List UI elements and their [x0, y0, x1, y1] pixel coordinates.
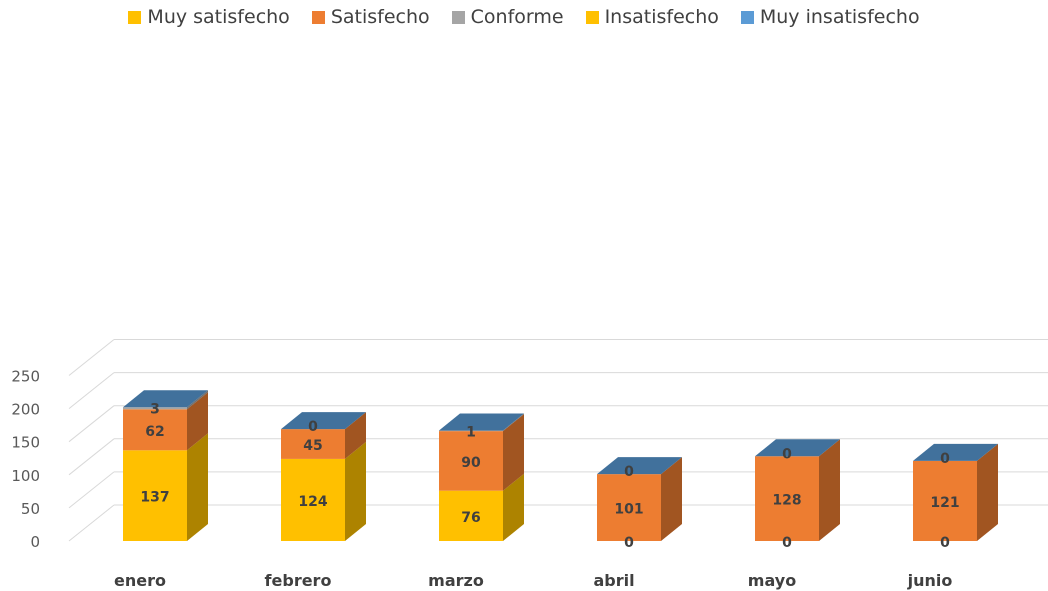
x-tick-label: junio: [907, 571, 953, 590]
bar-top: [281, 412, 366, 430]
bar-segment-side: [187, 433, 208, 541]
bar-top: [597, 457, 682, 475]
y-tick-label: 150: [11, 434, 40, 452]
bar-segment-side: [187, 392, 208, 451]
legend: Muy satisfecho Satisfecho Conforme Insat…: [0, 4, 1048, 30]
legend-item-muy-insatisfecho: Muy insatisfecho: [740, 6, 920, 28]
data-label: 76: [461, 510, 480, 526]
y-tick-label: 0: [30, 533, 40, 551]
gridline-side: [68, 438, 115, 476]
bar-segment-side: [503, 414, 524, 491]
legend-swatch: [585, 10, 599, 24]
legend-label: Conforme: [470, 6, 564, 28]
bar-segment: [597, 474, 661, 541]
bar-segment-side: [819, 439, 840, 541]
data-label: 124: [298, 494, 327, 510]
bar-segment: [123, 450, 187, 541]
legend-swatch: [128, 10, 142, 24]
x-tick-label: marzo: [428, 571, 484, 590]
data-label: 128: [772, 493, 801, 509]
bar-segment: [439, 490, 503, 541]
legend-swatch: [311, 10, 325, 24]
gridline-side: [68, 372, 115, 409]
legend-swatch: [451, 10, 465, 24]
bar-segment: [913, 460, 977, 541]
bar-top: [439, 413, 524, 431]
y-tick-label: 100: [11, 467, 40, 485]
legend-item-conforme: Conforme: [451, 6, 564, 28]
bar-segment-side: [661, 457, 682, 541]
data-label: 0: [782, 446, 792, 462]
gridline-side: [68, 405, 115, 443]
legend-item-satisfecho: Satisfecho: [311, 6, 430, 28]
data-label: 0: [624, 464, 634, 480]
x-tick-label: mayo: [748, 571, 796, 590]
data-label: 3: [150, 401, 160, 417]
data-label: 121: [930, 495, 959, 511]
x-tick-label: enero: [114, 571, 166, 590]
legend-label: Muy satisfecho: [147, 6, 290, 28]
bar-segment-side: [977, 443, 998, 541]
legend-item-insatisfecho: Insatisfecho: [585, 6, 719, 28]
data-label: 1: [466, 424, 476, 440]
gridline-side: [68, 339, 115, 376]
bar-segment: [281, 458, 345, 541]
y-tick-label: 200: [11, 401, 40, 419]
legend-label: Insatisfecho: [604, 6, 719, 28]
bar-top: [913, 443, 998, 461]
bar-segment: [439, 431, 503, 491]
bar-segment: [755, 456, 819, 541]
y-tick-label: 250: [11, 368, 40, 386]
data-label: 0: [940, 451, 950, 467]
gridline-side: [68, 504, 115, 542]
bar-segment: [439, 430, 503, 432]
bar-top: [123, 390, 208, 408]
bar-segment-side: [187, 390, 208, 410]
bar-segment: [123, 409, 187, 451]
data-label: 101: [614, 502, 643, 518]
gridline-side: [68, 471, 115, 509]
bar-top: [755, 439, 840, 457]
data-label: 62: [145, 424, 164, 440]
bar-segment-side: [503, 473, 524, 541]
data-label: 0: [940, 535, 950, 551]
data-label: 0: [624, 535, 634, 551]
bar-segment-side: [503, 413, 524, 432]
bar-segment: [281, 429, 345, 459]
bar-segment-side: [345, 441, 366, 541]
bar-segment: [123, 407, 187, 410]
x-tick-label: febrero: [265, 571, 332, 590]
y-tick-label: 50: [21, 500, 40, 518]
legend-swatch: [740, 10, 754, 24]
legend-item-muy-satisfecho: Muy satisfecho: [128, 6, 290, 28]
data-label: 90: [461, 455, 481, 471]
data-label: 0: [782, 535, 792, 551]
x-tick-label: abril: [593, 571, 634, 590]
legend-label: Muy insatisfecho: [759, 6, 920, 28]
data-label: 45: [303, 438, 322, 454]
bar-segment-side: [345, 412, 366, 459]
data-label: 0: [308, 419, 318, 435]
legend-label: Satisfecho: [330, 6, 430, 28]
data-label: 137: [140, 490, 169, 506]
